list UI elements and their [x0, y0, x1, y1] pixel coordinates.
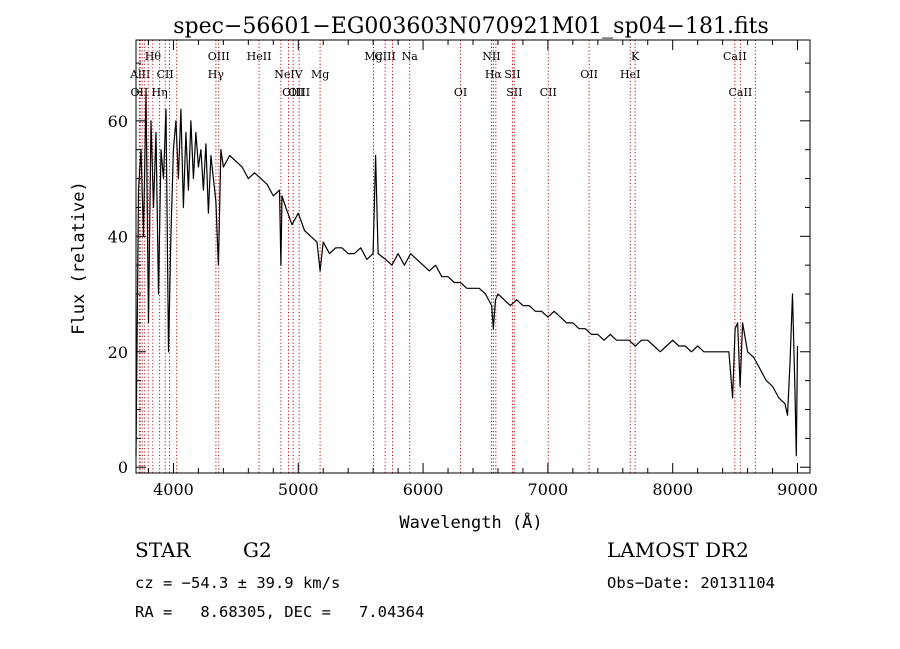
- line-marker-label: K: [631, 50, 640, 63]
- line-marker-label: Mg: [311, 68, 329, 81]
- line-marker-label: NII: [482, 50, 500, 63]
- line-marker-label: SII: [504, 68, 520, 81]
- x-axis-label: Wavelength (Å): [399, 511, 542, 533]
- redshift-cz: cz = −54.3 ± 39.9 km/s: [135, 574, 341, 592]
- line-marker-label: Hθ: [145, 50, 162, 63]
- axis-ticks: 4000 5000 6000 7000 8000 9000 0 20 40 60: [108, 40, 818, 499]
- line-marker-label: OI: [454, 86, 467, 99]
- line-marker-label: Hη: [151, 86, 167, 99]
- object-class: STAR: [135, 538, 191, 562]
- chart-title: spec−56601−EG003603N070921M01_sp04−181.f…: [173, 14, 769, 39]
- line-marker-label: Hγ: [208, 68, 225, 81]
- y-tick-label: 20: [108, 343, 128, 362]
- line-marker-label: OIII: [282, 86, 304, 99]
- line-marker-label: Mg: [364, 50, 382, 63]
- line-marker-label: Na: [402, 50, 419, 63]
- line-marker-label: CII: [157, 68, 174, 81]
- observation-date: Obs−Date: 20131104: [607, 574, 775, 592]
- x-tick-label: 8000: [652, 480, 693, 499]
- spectrum-line: [135, 91, 799, 457]
- line-marker-label: SII: [506, 86, 522, 99]
- x-tick-label: 5000: [278, 480, 319, 499]
- line-marker-label: CaII: [729, 86, 753, 99]
- line-marker-label: AlII: [129, 68, 150, 81]
- y-axis-label: Flux (relative): [69, 181, 89, 335]
- line-marker-label: OIII: [288, 86, 310, 99]
- line-marker-label: Hα: [485, 68, 503, 81]
- x-tick-label: 6000: [403, 480, 444, 499]
- line-marker-label: HeII: [247, 50, 272, 63]
- line-marker-label: OII: [131, 86, 149, 99]
- line-marker-label: HeI: [620, 68, 640, 81]
- line-marker-label: OII: [580, 68, 598, 81]
- x-tick-label: 7000: [528, 480, 569, 499]
- line-marker-label: CII: [540, 86, 557, 99]
- x-tick-label: 4000: [153, 480, 194, 499]
- y-tick-label: 40: [108, 227, 128, 246]
- spectral-subclass: G2: [243, 538, 272, 562]
- survey-name: LAMOST DR2: [607, 538, 749, 562]
- line-marker-label: OIII: [208, 50, 230, 63]
- plot-frame: [135, 39, 811, 474]
- line-marker-label: NeIV: [274, 68, 303, 81]
- line-marker-label: CIII: [374, 50, 395, 63]
- y-tick-label: 60: [108, 112, 128, 131]
- line-marker-label: CaII: [723, 50, 747, 63]
- y-tick-label: 0: [118, 458, 128, 477]
- x-tick-label: 9000: [777, 480, 818, 499]
- coordinates: RA = 8.68305, DEC = 7.04364: [135, 603, 425, 621]
